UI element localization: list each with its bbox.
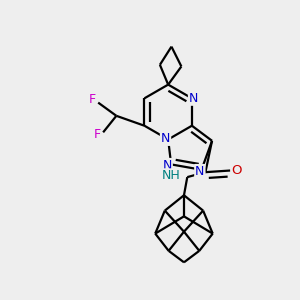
- Text: N: N: [163, 159, 172, 172]
- Text: N: N: [195, 165, 205, 178]
- Text: F: F: [94, 128, 101, 142]
- Text: F: F: [89, 94, 96, 106]
- Text: NH: NH: [161, 169, 180, 182]
- Text: N: N: [161, 132, 170, 145]
- Text: N: N: [189, 92, 198, 105]
- Text: O: O: [232, 164, 242, 177]
